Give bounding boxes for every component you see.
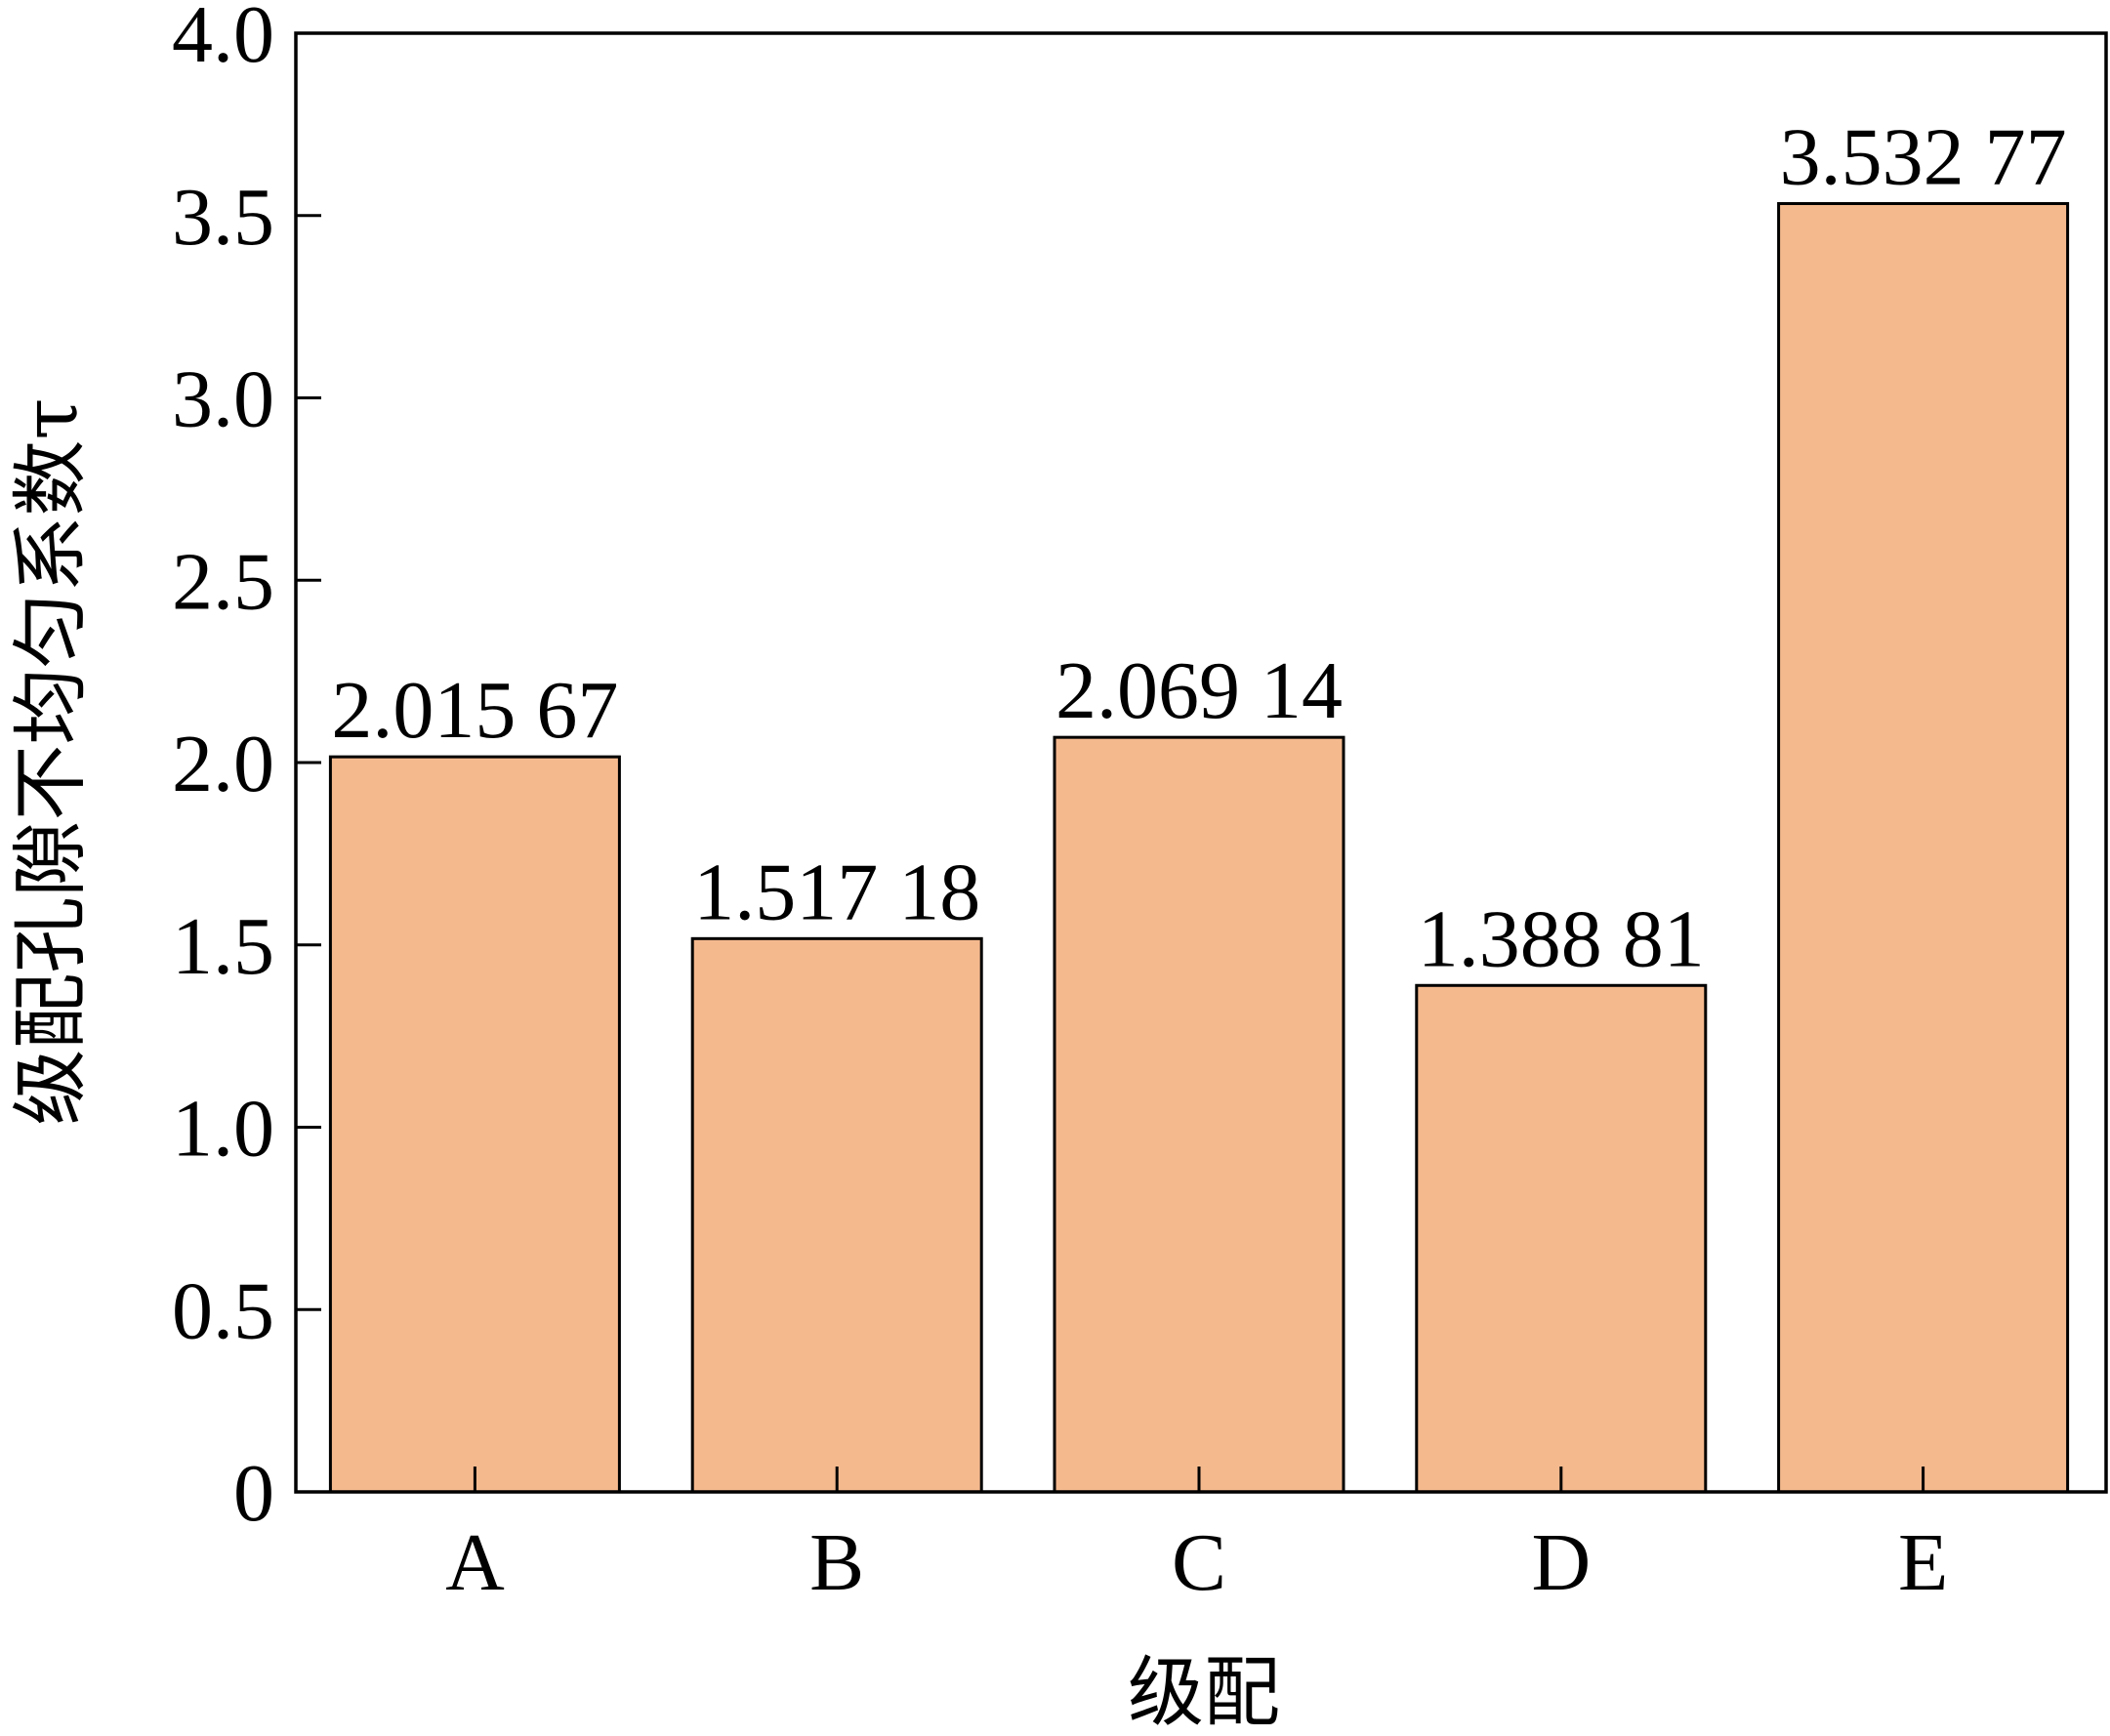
data-label-e: 3.532 77 <box>1780 112 2067 203</box>
x-tick-label-e: E <box>1898 1517 1948 1608</box>
data-label-c: 2.069 14 <box>1055 645 1343 736</box>
data-label-a: 2.015 67 <box>331 665 618 756</box>
x-tick-label-a: A <box>445 1517 505 1608</box>
y-tick-label-6: 3.0 <box>172 354 274 445</box>
bar-d <box>1415 983 1708 1494</box>
y-tick-label-3: 1.5 <box>172 901 274 992</box>
bars-layer <box>328 202 2070 1494</box>
bar-e <box>1777 202 2070 1494</box>
bar-c <box>1053 735 1345 1494</box>
y-axis-title: 级配孔隙不均匀系数τ <box>8 397 96 1125</box>
bar-b <box>690 936 983 1494</box>
y-tick-label-7: 3.5 <box>172 172 274 263</box>
y-tick-label-5: 2.5 <box>172 536 274 627</box>
y-tick-label-1: 0.5 <box>172 1265 274 1356</box>
bar-a <box>328 755 621 1494</box>
y-tick-label-8: 4.0 <box>172 0 274 80</box>
data-label-b: 1.517 18 <box>693 847 980 937</box>
x-axis-title: 级配 <box>1128 1649 1280 1736</box>
x-tick-label-c: C <box>1172 1517 1226 1608</box>
y-tick-label-4: 2.0 <box>172 719 274 809</box>
plot-frame <box>294 31 2108 1494</box>
data-label-d: 1.388 81 <box>1418 893 1705 984</box>
y-tick-label-2: 1.0 <box>172 1084 274 1175</box>
y-tick-label-0: 0 <box>233 1448 274 1539</box>
x-tick-label-b: B <box>809 1517 864 1608</box>
x-tick-label-d: D <box>1531 1517 1591 1608</box>
